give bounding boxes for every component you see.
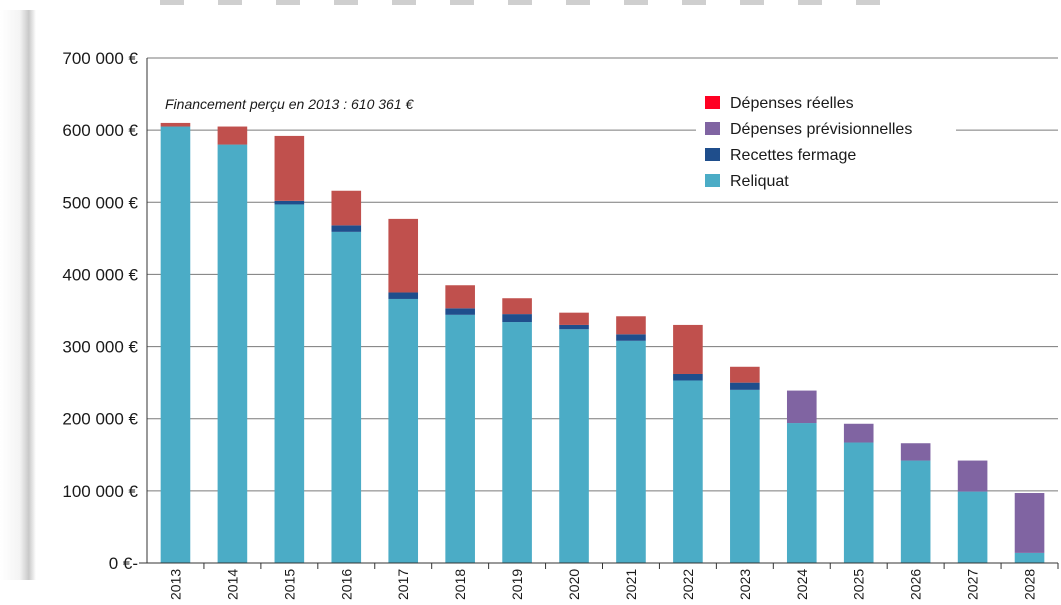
top-decorative-dashes [160, 0, 880, 5]
x-tick-label: 2013 [167, 569, 183, 600]
bar-depenses-reelles-2016 [331, 190, 362, 226]
bar-stacks [160, 122, 1045, 564]
bar-recettes-fermage-2016 [331, 225, 362, 232]
bar-recettes-fermage-2021 [616, 334, 646, 341]
legend-swatch-depenses-reelles [705, 96, 720, 109]
bar-recettes-fermage-2020 [559, 324, 589, 330]
x-tick-label: 2018 [452, 569, 468, 600]
bar-recettes-fermage-2022 [673, 373, 703, 381]
bar-depenses-reelles-2013 [160, 122, 191, 127]
y-tick-label: 700 000 € [62, 49, 138, 68]
bar-reliquat-2014 [217, 144, 248, 564]
bar-reliquat-2022 [673, 380, 703, 563]
bar-reliquat-2023 [730, 389, 760, 563]
x-tick-label: 2020 [566, 569, 582, 600]
x-tick-label: 2015 [281, 569, 297, 600]
x-tick-label: 2026 [908, 569, 924, 600]
y-tick-label: 400 000 € [62, 265, 138, 284]
page-edge-shadow [0, 10, 36, 580]
y-tick-label: 0 €- [109, 554, 138, 573]
legend-label-depenses-previsionnelles: Dépenses prévisionnelles [730, 121, 912, 138]
bar-reliquat-2018 [445, 314, 475, 563]
bar-depenses-previsionnelles-2026 [900, 443, 931, 461]
bar-depenses-previsionnelles-2028 [1014, 493, 1045, 553]
bar-depenses-previsionnelles-2024 [786, 390, 817, 424]
bar-reliquat-2017 [388, 298, 419, 563]
bar-reliquat-2013 [160, 126, 191, 564]
y-tick-label: 600 000 € [62, 121, 138, 140]
y-tick-label: 300 000 € [62, 338, 138, 357]
x-tick-label: 2024 [794, 569, 810, 600]
x-tick-labels: 2013 2014 2015 2016 2017 2018 2019 2020 2021 2022… [167, 569, 1037, 600]
x-tick-label: 2014 [224, 569, 240, 600]
bar-reliquat-2021 [616, 340, 646, 563]
legend-swatch-recettes-fermage [705, 148, 720, 161]
bar-recettes-fermage-2015 [274, 200, 305, 205]
legend-label-depenses-reelles: Dépenses réelles [730, 95, 854, 112]
x-tick-label: 2021 [623, 569, 639, 600]
bar-reliquat-2028 [1014, 552, 1045, 563]
y-tick-label: 100 000 € [62, 482, 138, 501]
bar-depenses-reelles-2022 [673, 324, 703, 374]
legend-label-recettes-fermage: Recettes fermage [730, 147, 856, 164]
bar-recettes-fermage-2023 [730, 382, 760, 390]
bar-depenses-previsionnelles-2025 [843, 423, 874, 443]
bar-reliquat-2025 [843, 442, 874, 563]
y-tick-label: 200 000 € [62, 410, 138, 429]
legend: Dépenses réelles Dépenses prévisionnelles… [696, 88, 956, 196]
bar-recettes-fermage-2017 [388, 292, 419, 299]
bar-depenses-reelles-2021 [616, 316, 646, 335]
bar-reliquat-2027 [957, 491, 988, 563]
x-tick-label: 2025 [851, 569, 867, 600]
bar-reliquat-2015 [274, 204, 305, 563]
bar-reliquat-2026 [900, 460, 931, 563]
legend-background [696, 88, 956, 196]
bar-depenses-reelles-2017 [388, 218, 419, 293]
bar-reliquat-2016 [331, 231, 362, 563]
funding-annotation: Financement perçu en 2013 : 610 361 € [165, 96, 415, 112]
bar-depenses-reelles-2015 [274, 135, 305, 201]
bar-reliquat-2019 [502, 322, 532, 563]
x-tick-label: 2016 [338, 569, 354, 600]
x-tick-label: 2027 [965, 569, 981, 600]
bar-depenses-previsionnelles-2027 [957, 460, 988, 492]
legend-swatch-depenses-previsionnelles [705, 122, 720, 135]
bar-depenses-reelles-2023 [730, 366, 760, 383]
bar-reliquat-2020 [559, 329, 589, 563]
bar-depenses-reelles-2018 [445, 285, 475, 309]
bar-recettes-fermage-2018 [445, 308, 475, 315]
y-tick-label: 500 000 € [62, 193, 138, 212]
bar-reliquat-2024 [786, 423, 817, 563]
x-tick-label: 2019 [509, 569, 525, 600]
axes [139, 58, 1059, 569]
legend-label-reliquat: Reliquat [730, 173, 789, 190]
bar-depenses-reelles-2020 [559, 312, 589, 325]
bar-depenses-reelles-2019 [502, 298, 532, 315]
y-tick-labels: 0 €- 100 000 € 200 000 € 300 000 € 400 000 €… [62, 49, 138, 573]
x-tick-label: 2022 [680, 569, 696, 600]
bar-recettes-fermage-2019 [502, 314, 532, 323]
bar-depenses-reelles-2014 [217, 126, 248, 145]
x-tick-label: 2028 [1022, 569, 1038, 600]
x-tick-label: 2023 [737, 569, 753, 600]
x-tick-label: 2017 [395, 569, 411, 600]
legend-swatch-reliquat [705, 174, 720, 187]
